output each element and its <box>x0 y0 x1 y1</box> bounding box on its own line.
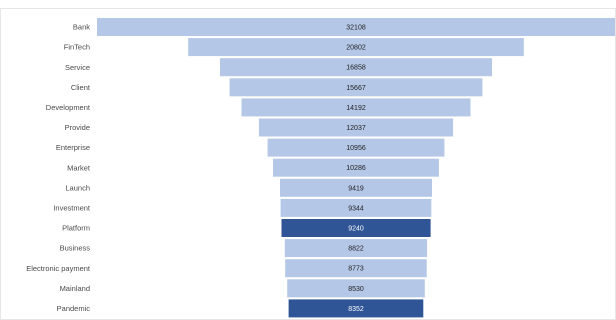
value-label-service: 16858 <box>346 65 366 72</box>
bar-investment <box>280 198 432 217</box>
bar-mainland <box>287 279 425 298</box>
bar-service <box>220 58 492 77</box>
value-label-launch: 9419 <box>348 185 364 192</box>
value-label-mainland: 8530 <box>348 286 364 293</box>
value-label-platform: 9240 <box>348 226 364 233</box>
bar-bank <box>97 18 615 36</box>
category-label-development: Development <box>46 103 91 112</box>
bar-enterprise <box>267 138 445 157</box>
value-label-electronic-payment: 8773 <box>348 266 364 273</box>
bar-market <box>273 158 439 177</box>
bar-launch <box>280 178 432 197</box>
category-label-provide: Provide <box>65 123 90 132</box>
category-label-fintech: FinTech <box>64 43 90 52</box>
bar-provide <box>258 118 454 137</box>
value-label-enterprise: 10956 <box>346 145 366 152</box>
category-label-mainland: Mainland <box>60 284 90 293</box>
value-labels-group: 32108 20802 16858 15667 14192 12037 10956 10286… <box>346 25 366 313</box>
bars-group <box>97 18 615 318</box>
value-label-pandemic: 8352 <box>348 306 364 313</box>
category-label-service: Service <box>65 63 90 72</box>
value-label-business: 8822 <box>348 246 364 253</box>
category-label-launch: Launch <box>65 183 90 192</box>
bar-fintech <box>188 38 524 57</box>
bar-development <box>241 98 471 117</box>
category-label-client: Client <box>71 83 91 92</box>
category-label-business: Business <box>60 244 91 253</box>
category-labels-group: Bank FinTech Service Client Development Provi… <box>26 23 91 313</box>
bar-electronic-payment <box>285 259 427 278</box>
value-label-development: 14192 <box>346 105 366 112</box>
value-label-market: 10286 <box>346 165 366 172</box>
value-label-bank: 32108 <box>346 25 366 32</box>
bar-pandemic <box>288 299 424 318</box>
bar-client <box>229 78 483 97</box>
category-label-investment: Investment <box>53 204 91 213</box>
category-label-platform: Platform <box>62 224 90 233</box>
value-label-provide: 12037 <box>346 125 366 132</box>
category-label-market: Market <box>67 163 91 172</box>
category-label-pandemic: Pandemic <box>57 304 91 313</box>
bar-platform <box>281 219 431 237</box>
category-label-enterprise: Enterprise <box>56 143 90 152</box>
bar-business <box>284 239 428 258</box>
value-label-client: 15667 <box>346 85 366 92</box>
value-label-investment: 9344 <box>348 205 364 212</box>
category-label-bank: Bank <box>73 23 90 32</box>
category-label-electronic-payment: Electronic payment <box>26 264 91 273</box>
value-label-fintech: 20802 <box>346 45 366 52</box>
